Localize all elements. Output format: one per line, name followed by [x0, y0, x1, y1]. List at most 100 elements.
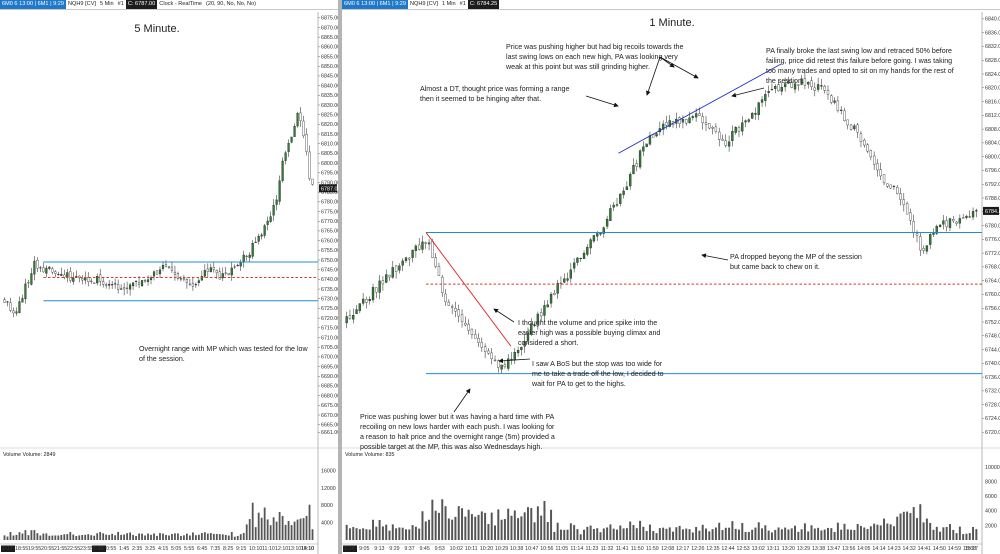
down-candle: [348, 315, 352, 319]
price-tick-label: 6745.00: [321, 267, 338, 273]
left-interval[interactable]: 5 Min: [99, 1, 114, 7]
volume-bar: [800, 529, 803, 540]
volume-bar: [622, 528, 625, 540]
price-tick-label: 6720.00: [321, 316, 338, 322]
volume-bar: [162, 533, 164, 540]
up-candle: [149, 277, 153, 280]
volume-bar: [391, 524, 394, 540]
volume-bar: [84, 534, 87, 540]
volume-bar: [12, 535, 15, 540]
left-chart-titlebar[interactable]: 6M0 6 13:00 | 6M1 | 9:29 NQH9 [CV] 5 Min #1…: [0, 0, 338, 10]
down-candle: [843, 110, 846, 121]
volume-bar: [909, 513, 912, 540]
right-annotation-line: considered a short.: [518, 339, 578, 347]
left-symbol-box[interactable]: 6M0 6 13:00 | 6M1 | 9:29: [0, 0, 66, 9]
five-minute-chart-svg[interactable]: 6661.00 6665.00 6670.00 6675.00 6680.00 6685.…: [0, 0, 338, 554]
up-candle: [293, 125, 296, 137]
pane-divider[interactable]: [338, 0, 342, 554]
down-candle: [182, 278, 185, 280]
volume-bar: [599, 532, 602, 540]
one-minute-chart-svg[interactable]: 6720.00 6724.00 6728.00 6732.00 6736.00 6740.…: [342, 0, 1000, 554]
one-minute-chart-pane[interactable]: 6M0 6 13:00 | 6M1 | 9:29 NQH9 [CV] 1 Min #1…: [342, 0, 1000, 554]
volume-bar: [388, 530, 391, 540]
down-candle: [955, 221, 958, 224]
down-candle: [137, 282, 141, 285]
volume-bar: [63, 534, 66, 540]
left-instrument[interactable]: NQH9 [CV]: [68, 1, 96, 7]
up-candle: [242, 254, 245, 262]
price-tick-label: 6800.00: [321, 161, 338, 167]
up-candle: [24, 283, 27, 300]
right-annotation-line: too many trades and opted to sit on my h…: [766, 67, 954, 75]
up-candle: [622, 190, 625, 195]
volume-bar: [200, 533, 203, 540]
down-candle: [441, 276, 444, 293]
volume-bar: [573, 525, 576, 540]
volume-bar: [701, 524, 704, 540]
down-candle: [155, 270, 159, 275]
price-tick-label: 6730.00: [321, 297, 338, 303]
volume-bar: [836, 522, 839, 540]
up-candle: [533, 324, 536, 326]
price-tick-label: 6770.00: [321, 219, 338, 225]
up-candle: [296, 113, 299, 127]
volume-bar: [856, 523, 859, 540]
up-candle: [642, 146, 645, 152]
volume-bar: [224, 534, 227, 540]
up-candle: [401, 260, 404, 266]
down-candle: [724, 140, 727, 146]
time-tick-label: 10:11: [465, 546, 478, 552]
down-candle: [191, 283, 194, 287]
volume-bar: [576, 529, 579, 540]
up-candle: [935, 226, 938, 234]
volume-bar: [741, 522, 744, 540]
price-tick-label: 6845.00: [321, 74, 338, 80]
time-tick-label: 20:55: [41, 546, 54, 552]
volume-bar: [221, 534, 224, 540]
volume-bar: [9, 531, 12, 540]
right-symbol-box[interactable]: 6M0 6 13:00 | 6M1 | 9:29: [342, 0, 408, 9]
volume-bar: [470, 514, 473, 540]
down-candle: [952, 219, 955, 222]
volume-bar: [550, 509, 553, 540]
down-candle: [63, 274, 66, 278]
right-annotation-line: a reason to halt price and the overnight…: [360, 433, 555, 441]
down-candle: [721, 138, 724, 141]
down-candle: [51, 268, 54, 273]
right-annotation-line: Almost a DT, thought price was forming a…: [420, 85, 569, 93]
volume-bar: [189, 535, 191, 540]
up-candle: [648, 135, 652, 145]
price-tick-label: 6824.00: [985, 72, 1000, 78]
volume-bar: [896, 516, 899, 540]
volume-bar: [302, 518, 305, 540]
down-candle: [863, 139, 866, 146]
volume-bar: [708, 531, 711, 540]
up-candle: [691, 116, 694, 118]
volume-bar: [3, 535, 6, 540]
price-tick-label: 6780.00: [321, 200, 338, 206]
volume-bar: [803, 523, 806, 540]
right-interval[interactable]: 1 Min: [441, 1, 456, 7]
volume-bar: [718, 522, 721, 540]
volume-bar: [747, 531, 750, 540]
up-candle: [108, 283, 111, 286]
up-candle: [290, 136, 293, 143]
time-tick-label: 13:38: [812, 546, 825, 552]
volume-bar: [530, 508, 533, 540]
down-candle: [737, 127, 741, 132]
time-tick-label: 11:05: [555, 546, 568, 552]
volume-bar: [171, 533, 173, 540]
volume-bar: [102, 533, 105, 540]
up-candle: [421, 241, 424, 250]
five-minute-chart-pane[interactable]: 6M0 6 13:00 | 6M1 | 9:29 NQH9 [CV] 5 Min #1…: [0, 0, 338, 554]
volume-bar: [183, 535, 185, 540]
down-candle: [652, 134, 655, 138]
current-price-label: 6787.00: [321, 186, 338, 192]
volume-bar: [451, 519, 454, 540]
right-instrument[interactable]: NQH9 [CV]: [410, 1, 438, 7]
price-tick-label: 6710.00: [321, 335, 338, 341]
time-tick-label: 11:50: [631, 546, 644, 552]
up-candle: [800, 78, 803, 85]
right-chart-titlebar[interactable]: 6M0 6 13:00 | 6M1 | 9:29 NQH9 [CV] 1 Min #1…: [342, 0, 1000, 10]
time-tick-label: 11:41: [616, 546, 629, 552]
